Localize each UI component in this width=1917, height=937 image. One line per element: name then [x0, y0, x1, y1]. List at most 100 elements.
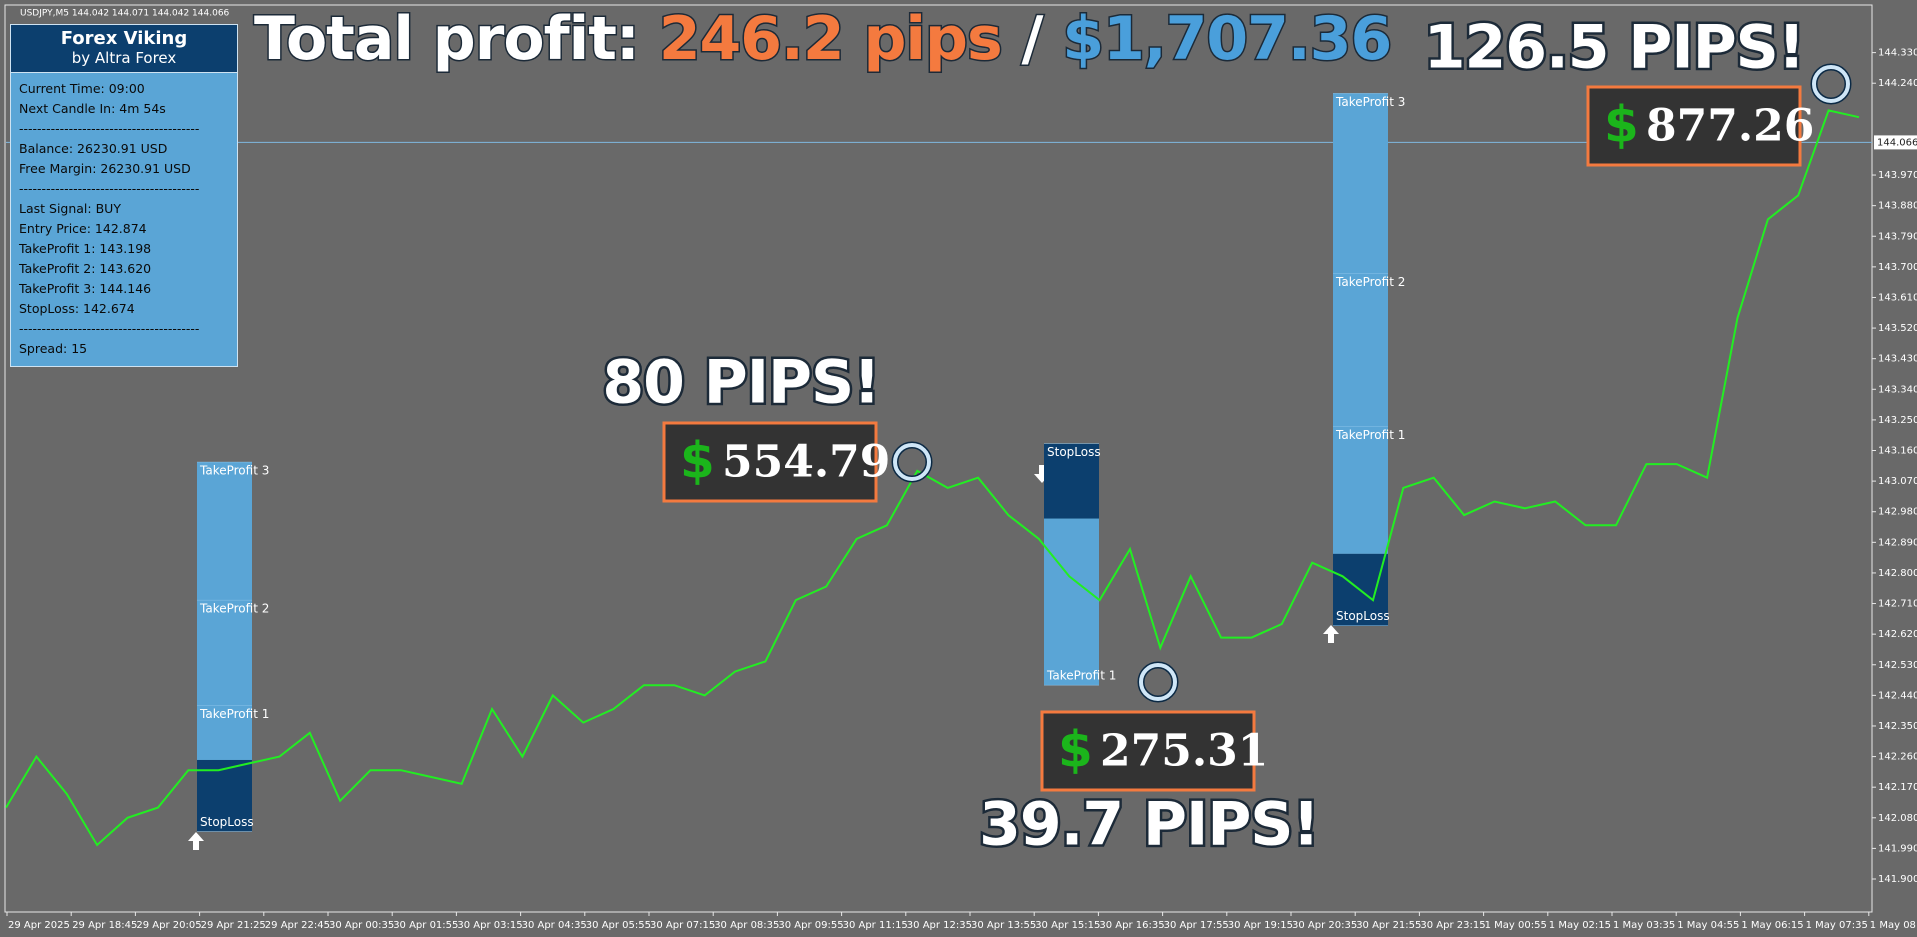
y-tick-label: 142.890: [1878, 537, 1917, 548]
panel-rows: Current Time: 09:00 Next Candle In: 4m 54…: [11, 73, 237, 365]
panel-row: Free Margin: 26230.91 USD: [19, 161, 191, 176]
level-label: TakeProfit 1: [1046, 669, 1116, 683]
y-tick-label: 142.260: [1878, 752, 1917, 763]
x-tick-label: 29 Apr 20:05: [136, 920, 201, 931]
y-tick-label: 143.520: [1878, 323, 1917, 334]
x-tick-label: 1 May 03:35: [1613, 920, 1675, 931]
profit-amount: 554.79: [722, 437, 890, 488]
level-label: StopLoss: [200, 815, 254, 829]
info-panel: Forex Viking by Altra Forex Current Time…: [10, 24, 238, 367]
x-tick-label: 30 Apr 17:55: [1164, 920, 1229, 931]
panel-header: Forex Viking by Altra Forex: [11, 25, 237, 73]
x-tick-label: 29 Apr 2025: [8, 920, 70, 931]
y-tick-label: 142.530: [1878, 660, 1917, 671]
x-tick-label: 30 Apr 08:35: [714, 920, 779, 931]
y-tick-label: 143.070: [1878, 476, 1917, 487]
pips-callout: 39.7 PIPS!: [979, 790, 1319, 860]
panel-row: ----------------------------------------: [19, 321, 200, 336]
x-tick-label: 30 Apr 23:15: [1420, 920, 1485, 931]
level-label: TakeProfit 3: [1335, 95, 1405, 109]
y-tick-label: 143.790: [1878, 231, 1917, 242]
target-zone: [1044, 518, 1099, 686]
profit-box: [1586, 85, 1802, 167]
headline-money: $1,707.36: [1061, 3, 1394, 76]
pips-callout: 126.5 PIPS!: [1424, 13, 1805, 83]
current-price-box: [1874, 135, 1917, 150]
current-price-label: 144.066: [1877, 137, 1917, 148]
y-tick-label: 142.170: [1878, 782, 1917, 793]
level-label: TakeProfit 1: [199, 707, 269, 721]
panel-subtitle: by Altra Forex: [71, 49, 177, 67]
headline-separator: /: [1001, 3, 1063, 76]
panel-row: TakeProfit 1: 143.198: [19, 241, 152, 256]
y-tick-label: 144.330: [1878, 48, 1917, 59]
headline-pips: 246.2 pips: [657, 3, 1004, 76]
y-tick-label: 143.430: [1878, 354, 1917, 365]
x-tick-label: 30 Apr 09:55: [778, 920, 843, 931]
x-tick-label: 30 Apr 20:35: [1292, 920, 1357, 931]
price-line: [5, 109, 1860, 847]
buy-arrow: [1323, 625, 1339, 643]
panel-title: Forex Viking: [60, 28, 188, 49]
y-tick-label: 143.160: [1878, 446, 1917, 457]
y-tick-label: 142.980: [1878, 507, 1917, 518]
currency-sign: $: [680, 432, 715, 490]
x-tick-label: 30 Apr 07:15: [650, 920, 715, 931]
panel-row: Balance: 26230.91 USD: [19, 141, 168, 156]
panel-row: Next Candle In: 4m 54s: [19, 101, 166, 116]
profit-box: [1040, 710, 1256, 792]
x-tick-label: 30 Apr 21:55: [1356, 920, 1421, 931]
y-tick-label: 142.350: [1878, 721, 1917, 732]
target-hit-circle: [893, 443, 931, 481]
y-tick-label: 142.620: [1878, 629, 1917, 640]
level-label: TakeProfit 2: [199, 602, 269, 616]
y-tick-label: 143.610: [1878, 292, 1917, 303]
target-zone: [197, 462, 252, 760]
x-tick-label: 30 Apr 16:35: [1099, 920, 1164, 931]
stop-zone: [1044, 443, 1099, 519]
profit-amount: 275.31: [1100, 726, 1268, 777]
x-tick-label: 1 May 02:15: [1549, 920, 1611, 931]
y-tick-label: 143.880: [1878, 201, 1917, 212]
buy-arrow: [188, 832, 204, 850]
symbol-info: USDJPY,M5 144.042 144.071 144.042 144.06…: [20, 9, 230, 19]
x-tick-label: 30 Apr 00:35: [329, 920, 394, 931]
level-label: StopLoss: [1047, 445, 1101, 459]
target-hit-circle: [1139, 663, 1177, 701]
profit-amount: 877.26: [1646, 101, 1814, 152]
y-tick-label: 141.900: [1878, 874, 1917, 885]
panel-row: ----------------------------------------: [19, 181, 200, 196]
x-tick-label: 30 Apr 12:35: [907, 920, 972, 931]
x-tick-label: 30 Apr 19:15: [1228, 920, 1293, 931]
y-tick-label: 143.970: [1878, 170, 1917, 181]
x-tick-label: 30 Apr 03:15: [457, 920, 522, 931]
x-tick-label: 30 Apr 13:55: [971, 920, 1036, 931]
panel-row: Last Signal: BUY: [19, 201, 121, 216]
y-tick-label: 143.340: [1878, 384, 1917, 395]
y-tick-label: 143.250: [1878, 415, 1917, 426]
currency-sign: $: [1058, 721, 1093, 779]
currency-sign: $: [1604, 96, 1639, 154]
profit-box: [662, 421, 878, 503]
panel-row: Entry Price: 142.874: [19, 221, 147, 236]
x-tick-label: 1 May 07:35: [1806, 920, 1868, 931]
panel-row: ----------------------------------------: [19, 121, 200, 136]
x-tick-label: 29 Apr 18:45: [72, 920, 137, 931]
x-tick-label: 29 Apr 22:45: [265, 920, 330, 931]
y-tick-label: 144.240: [1878, 78, 1917, 89]
x-tick-label: 30 Apr 15:15: [1035, 920, 1100, 931]
target-hit-circle: [1812, 65, 1850, 103]
panel-row: StopLoss: 142.674: [19, 301, 135, 316]
stop-zone: [197, 759, 252, 832]
panel-row: TakeProfit 2: 143.620: [19, 261, 152, 276]
level-label: TakeProfit 2: [1335, 275, 1405, 289]
panel-row: TakeProfit 3: 144.146: [19, 281, 152, 296]
level-label: StopLoss: [1336, 609, 1390, 623]
x-tick-label: 30 Apr 01:55: [393, 920, 458, 931]
panel-row: Spread: 15: [19, 341, 88, 356]
x-tick-label: 29 Apr 21:25: [201, 920, 266, 931]
x-tick-label: 30 Apr 04:35: [522, 920, 587, 931]
